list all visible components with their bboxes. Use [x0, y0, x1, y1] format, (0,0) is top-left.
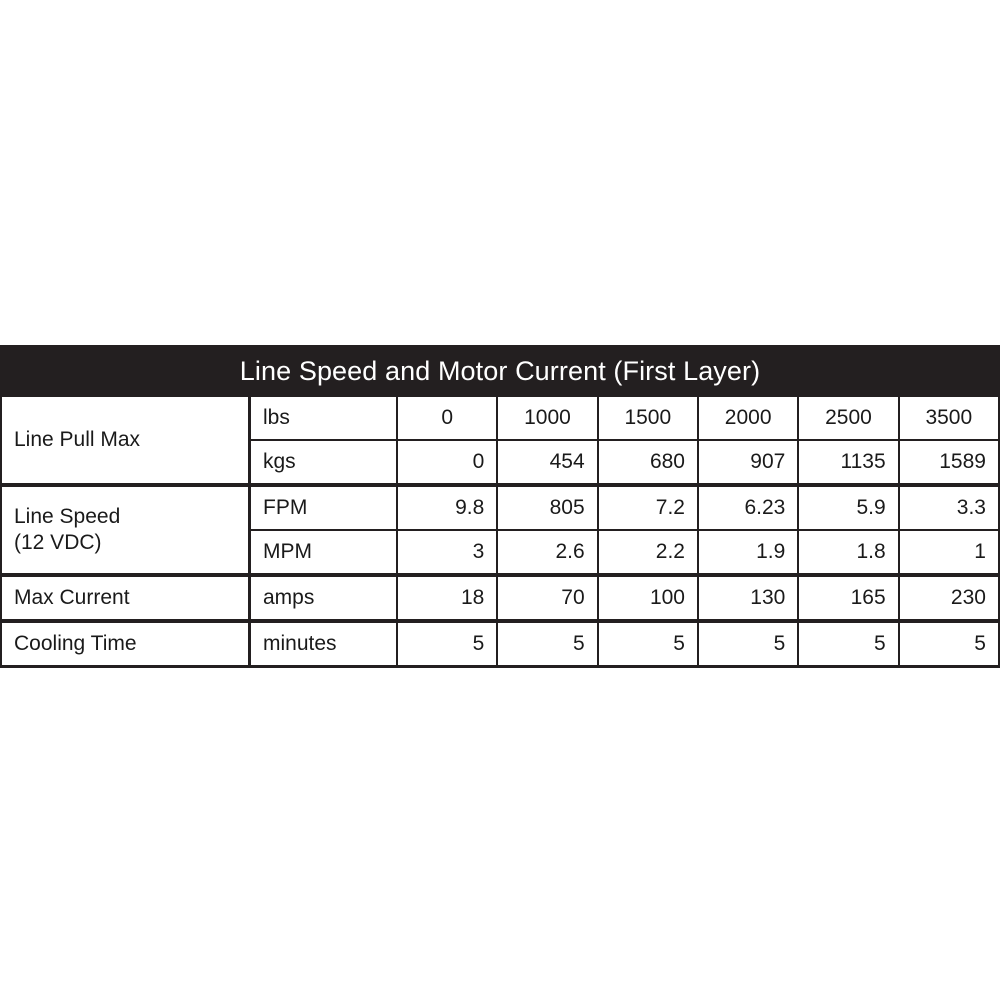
value-cell: 5.9: [799, 487, 898, 529]
table-row-group-inner: Cooling Time minutes 5 5 5 5 5 5: [2, 623, 998, 665]
value-cell: 9.8: [398, 487, 497, 529]
value-cell: 3500: [899, 397, 998, 439]
value-cell: 1589: [899, 441, 998, 483]
value-cell: 1000: [498, 397, 597, 439]
value-cell: 2.6: [498, 531, 597, 573]
table-title: Line Speed and Motor Current (First Laye…: [0, 345, 1000, 397]
row-label-cell: Line Pull Max: [2, 397, 248, 483]
value-cell: 1: [899, 531, 998, 573]
value-cell: 5: [598, 623, 697, 665]
row-label-cell: Cooling Time: [2, 623, 248, 665]
row-stack: lbs 0 1000 1500 2000 2500 3500 kgs 0 454 680 907 113…: [251, 397, 998, 483]
value-cell: 3.3: [899, 487, 998, 529]
value-cell: 2500: [799, 397, 898, 439]
value-cell: 907: [698, 441, 798, 483]
unit-cell: FPM: [251, 487, 396, 529]
value-cell: 0: [398, 397, 497, 439]
value-cell: 100: [598, 577, 697, 619]
row-label-line: (12 VDC): [14, 531, 102, 554]
table-row-group: Cooling Time minutes 5 5 5 5 5 5: [2, 623, 998, 665]
unit-cell: lbs: [251, 397, 396, 439]
table-row: kgs 0 454 680 907 1135 1589: [251, 441, 998, 483]
value-cell: 0: [398, 441, 497, 483]
value-cell: 6.23: [698, 487, 798, 529]
row-label-cell: Line Speed (12 VDC): [2, 487, 248, 573]
row-stack: minutes 5 5 5 5 5 5: [251, 623, 998, 665]
table-row: amps 18 70 100 130 165 230: [251, 577, 998, 619]
value-cell: 2.2: [598, 531, 697, 573]
row-stack: FPM 9.8 805 7.2 6.23 5.9 3.3 MPM 3 2.6 2.2 1.9 1.8 1: [251, 487, 998, 573]
table-body: Line Pull Max lbs 0 1000 1500 2000 2500 3500 kgs…: [0, 397, 1000, 668]
value-cell: 5: [899, 623, 998, 665]
table-row-group-inner: Line Pull Max lbs 0 1000 1500 2000 2500 3500 kgs…: [2, 397, 998, 483]
row-label-line: Line Speed: [14, 504, 121, 528]
table-row: FPM 9.8 805 7.2 6.23 5.9 3.3: [251, 487, 998, 529]
table-row-group-inner: Line Speed (12 VDC) FPM 9.8 805 7.2 6.23 5.9 3.3…: [2, 487, 998, 573]
table-row: minutes 5 5 5 5 5 5: [251, 623, 998, 665]
value-cell: 230: [899, 577, 998, 619]
specification-table: Line Speed and Motor Current (First Laye…: [0, 345, 1000, 668]
value-cell: 1135: [799, 441, 898, 483]
unit-cell: MPM: [251, 531, 396, 573]
table-row: lbs 0 1000 1500 2000 2500 3500: [251, 397, 998, 439]
table-row-group: Max Current amps 18 70 100 130 165 230: [2, 577, 998, 619]
value-cell: 70: [498, 577, 597, 619]
value-cell: 5: [799, 623, 898, 665]
unit-cell: minutes: [251, 623, 396, 665]
value-cell: 7.2: [598, 487, 697, 529]
value-cell: 3: [398, 531, 497, 573]
value-cell: 454: [498, 441, 597, 483]
value-cell: 5: [398, 623, 497, 665]
row-stack: amps 18 70 100 130 165 230: [251, 577, 998, 619]
table-row-group: Line Pull Max lbs 0 1000 1500 2000 2500 3500 kgs…: [2, 397, 998, 483]
row-label-line: Max Current: [14, 585, 130, 609]
row-label-line: Cooling Time: [14, 631, 137, 655]
value-cell: 1500: [598, 397, 697, 439]
value-cell: 1.8: [799, 531, 898, 573]
value-cell: 5: [698, 623, 798, 665]
value-cell: 2000: [698, 397, 798, 439]
value-cell: 805: [498, 487, 597, 529]
value-cell: 5: [498, 623, 597, 665]
value-cell: 18: [398, 577, 497, 619]
row-label-cell: Max Current: [2, 577, 248, 619]
unit-cell: amps: [251, 577, 396, 619]
row-label-line: Line Pull Max: [14, 427, 141, 451]
value-cell: 165: [799, 577, 898, 619]
value-cell: 680: [598, 441, 697, 483]
value-cell: 130: [698, 577, 798, 619]
value-cell: 1.9: [698, 531, 798, 573]
unit-cell: kgs: [251, 441, 396, 483]
table-row: MPM 3 2.6 2.2 1.9 1.8 1: [251, 531, 998, 573]
table-row-group-inner: Max Current amps 18 70 100 130 165 230: [2, 577, 998, 619]
table-row-group: Line Speed (12 VDC) FPM 9.8 805 7.2 6.23 5.9 3.3…: [2, 487, 998, 573]
